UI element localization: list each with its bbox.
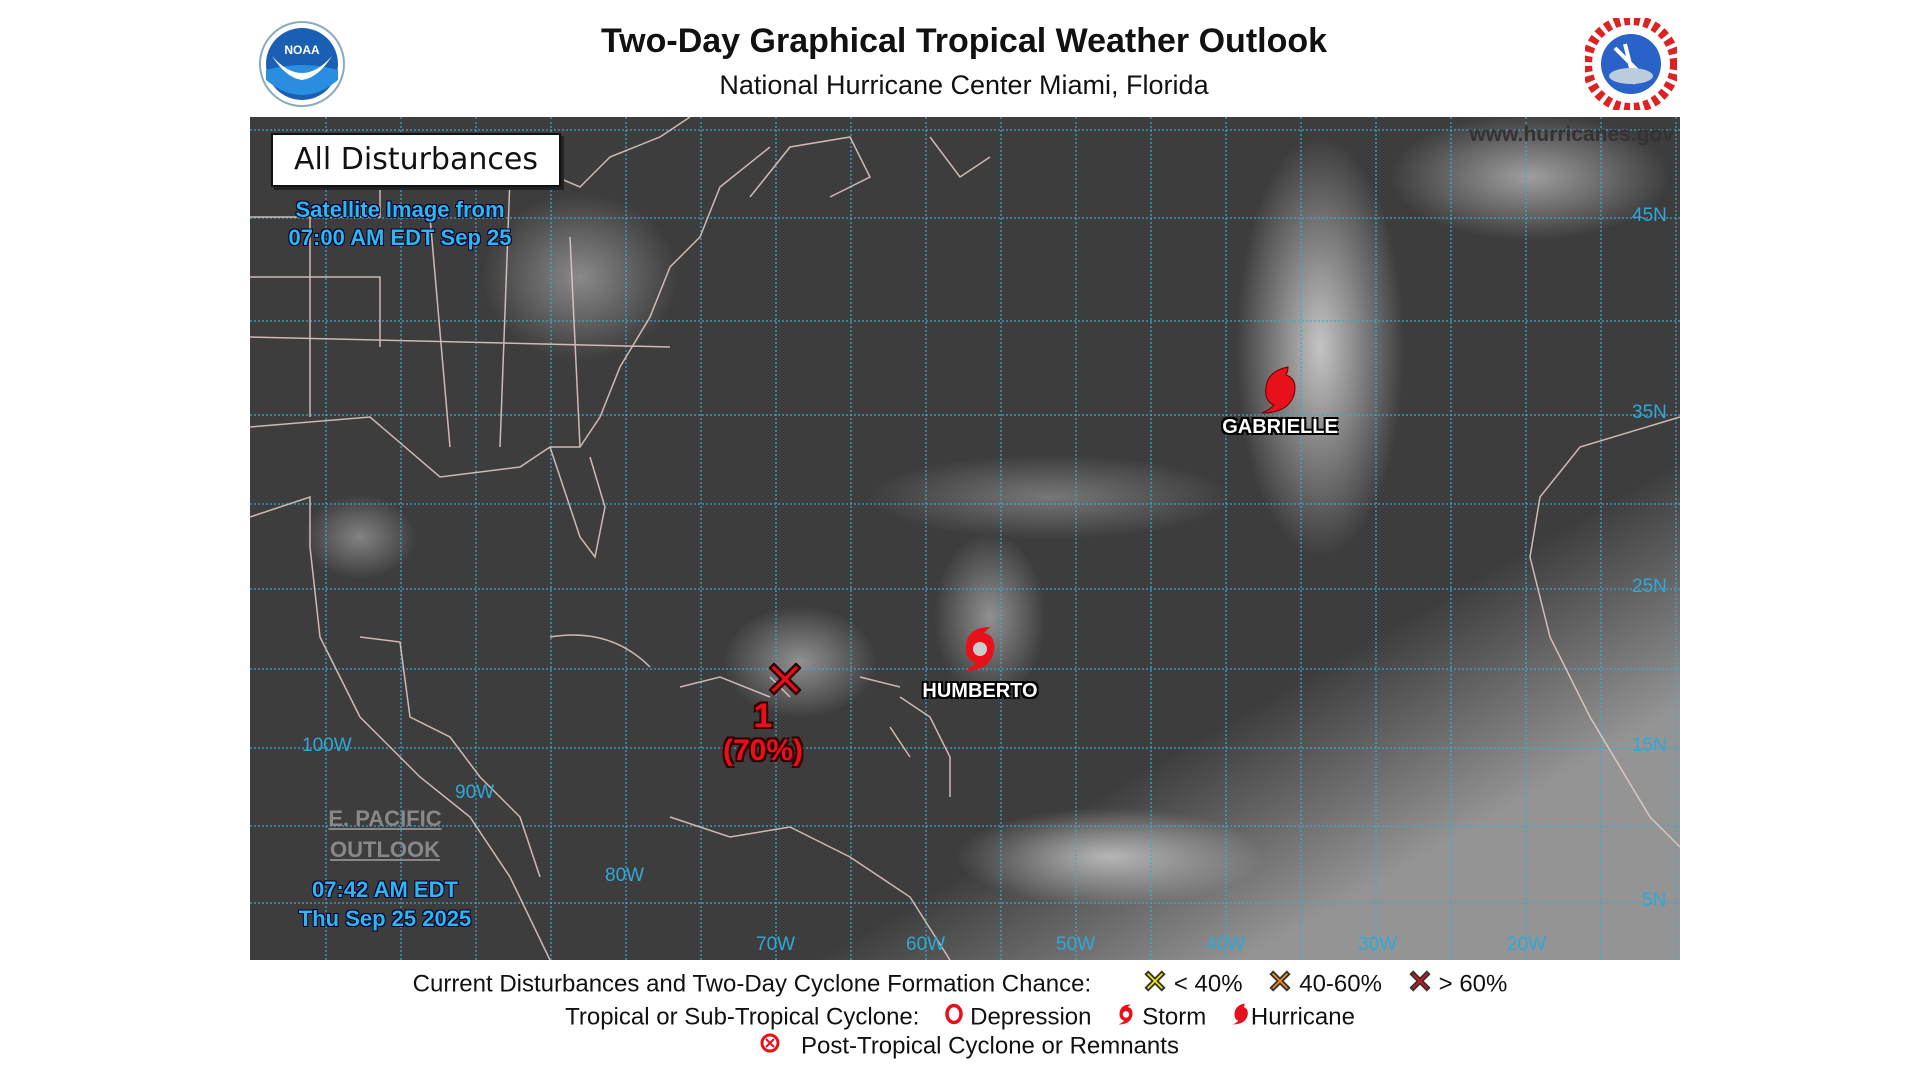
epac-line1: E. PACIFIC <box>328 806 442 831</box>
lat-label-15n: 15N <box>1632 735 1667 756</box>
lat-label-45n: 45N <box>1632 205 1667 226</box>
parallel-line <box>250 747 1680 749</box>
meridian-line <box>625 117 627 960</box>
legend-hurricane: Hurricane <box>1250 1003 1355 1031</box>
parallel-line <box>250 825 1680 827</box>
website-link[interactable]: www.hurricanes.gov <box>1469 123 1674 146</box>
legend-row-post-tropical: Post-Tropical Cyclone or Remnants <box>0 1032 1920 1061</box>
meridian-line <box>325 117 327 960</box>
parallel-line <box>250 668 1680 670</box>
satellite-time-line2: 07:00 AM EDT Sep 25 <box>288 225 512 250</box>
meridian-line <box>925 117 927 960</box>
meridian-line <box>1375 117 1377 960</box>
meridian-line <box>775 117 777 960</box>
legend-depression: Depression <box>970 1003 1092 1031</box>
storm-icon <box>1116 1000 1136 1035</box>
storm-label-humberto: HUMBERTO <box>922 680 1038 702</box>
meridian-line <box>1075 117 1077 960</box>
meridian-line <box>400 117 402 960</box>
tropical-storm-icon[interactable] <box>958 623 1002 678</box>
parallel-line <box>250 414 1680 416</box>
parallel-line <box>250 902 1680 904</box>
epac-outlook-link[interactable]: E. PACIFIC OUTLOOK <box>310 803 460 865</box>
nws-logo <box>1582 15 1680 113</box>
epac-line2: OUTLOOK <box>330 837 440 862</box>
issue-date: Thu Sep 25 2025 <box>298 906 472 931</box>
depression-icon <box>944 1002 964 1033</box>
hurricane-legend-icon <box>1231 1000 1251 1035</box>
lon-label-20w: 20W <box>1507 934 1547 955</box>
satellite-time-line1: Satellite Image from <box>295 197 505 222</box>
post-tropical-icon <box>759 1032 781 1061</box>
parallel-line <box>250 129 1680 131</box>
storm-label-gabrielle: GABRIELLE <box>1222 416 1338 438</box>
page-title: Two-Day Graphical Tropical Weather Outlo… <box>600 22 1328 60</box>
lon-label-50w: 50W <box>1056 934 1096 955</box>
page-subtitle: National Hurricane Center Miami, Florida <box>719 70 1209 100</box>
disturbance-x-icon[interactable] <box>764 658 806 705</box>
x-orange-icon <box>1267 968 1293 1001</box>
meridian-line <box>850 117 852 960</box>
legend-row-formation: Current Disturbances and Two-Day Cyclone… <box>0 968 1920 1001</box>
legend-cyclone-label: Tropical or Sub-Tropical Cyclone: <box>565 1003 920 1031</box>
meridian-line <box>1675 117 1677 960</box>
lon-label-100w: 100W <box>302 735 352 756</box>
parallel-line <box>250 320 1680 322</box>
lat-label-35n: 35N <box>1632 402 1667 423</box>
lon-label-40w: 40W <box>1206 934 1246 955</box>
parallel-line <box>250 588 1680 590</box>
lon-label-90w: 90W <box>455 782 495 803</box>
lat-label-5n: 5N <box>1642 890 1667 911</box>
meridian-line <box>1225 117 1227 960</box>
meridian-line <box>1300 117 1302 960</box>
legend-row-cyclone: Tropical or Sub-Tropical Cyclone: Depres… <box>0 1000 1920 1035</box>
svg-text:NOAA: NOAA <box>284 43 320 57</box>
legend-formation-label: Current Disturbances and Two-Day Cyclone… <box>412 970 1092 998</box>
meridian-line <box>1000 117 1002 960</box>
x-yellow-icon <box>1142 968 1168 1001</box>
legend-mid: 40-60% <box>1299 970 1382 998</box>
disturbance-chance: (70%) <box>722 734 804 767</box>
parallel-line <box>250 503 1680 505</box>
satellite-map[interactable]: All Disturbances Satellite Image from 07… <box>250 117 1680 960</box>
parallel-line <box>250 217 1680 219</box>
meridian-line <box>1450 117 1452 960</box>
legend-high: > 60% <box>1438 970 1508 998</box>
legend-low: < 40% <box>1173 970 1243 998</box>
coastlines <box>250 117 1680 960</box>
x-red-icon <box>1407 968 1433 1001</box>
disturbance-number: 1 <box>753 697 773 735</box>
meridian-line <box>1150 117 1152 960</box>
issue-time: 07:42 AM EDT <box>312 877 458 902</box>
panel-title-box: All Disturbances <box>271 133 561 187</box>
meridian-line <box>700 117 702 960</box>
noaa-logo: NOAA <box>258 20 346 108</box>
lon-label-80w: 80W <box>605 865 645 886</box>
lat-label-25n: 25N <box>1632 576 1667 597</box>
meridian-line <box>550 117 552 960</box>
legend-storm: Storm <box>1142 1003 1207 1031</box>
lon-label-60w: 60W <box>906 934 946 955</box>
hurricane-icon[interactable] <box>1258 365 1302 420</box>
meridian-line <box>1525 117 1527 960</box>
meridian-line <box>475 117 477 960</box>
lon-label-30w: 30W <box>1358 934 1398 955</box>
meridian-line <box>1600 117 1602 960</box>
lon-label-70w: 70W <box>756 934 796 955</box>
legend-post-tropical: Post-Tropical Cyclone or Remnants <box>801 1032 1179 1060</box>
